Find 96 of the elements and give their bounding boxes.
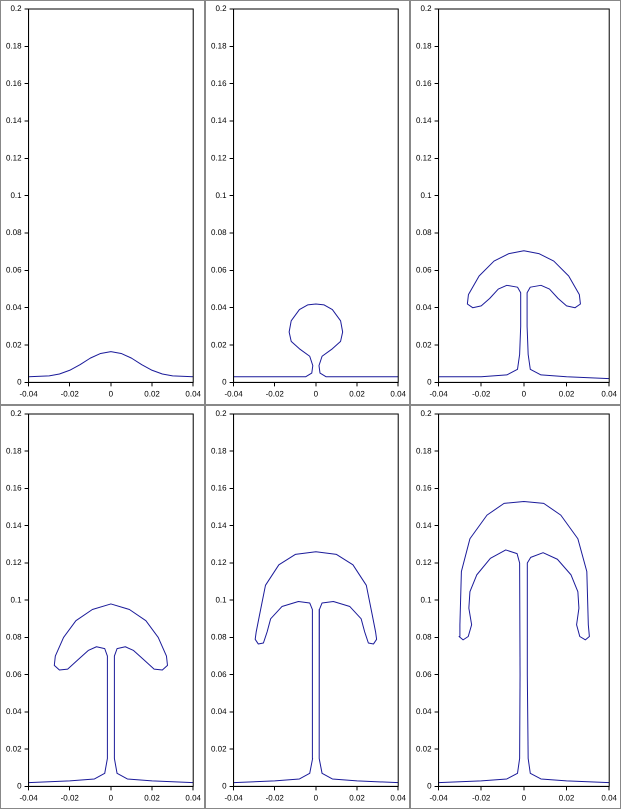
x-tick-label: -0.02 (472, 793, 491, 802)
y-tick-label: 0.12 (210, 558, 228, 568)
x-tick-label: 0.04 (185, 389, 202, 398)
y-tick-label: 0.04 (6, 707, 22, 716)
y-tick-label: 0.14 (6, 520, 22, 530)
y-tick-label: 0.1 (420, 190, 432, 200)
y-tick-label: 0.02 (210, 744, 228, 754)
x-tick-label: 0.02 (558, 793, 575, 802)
y-tick-label: 0.14 (210, 520, 228, 530)
y-tick-label: 0.2 (10, 4, 22, 14)
x-tick-label: -0.02 (266, 389, 284, 398)
y-tick-label: 0.16 (210, 484, 228, 493)
y-tick-label: 0.18 (6, 446, 22, 456)
y-tick-label: 0.18 (210, 42, 228, 51)
y-tick-label: 0.04 (6, 302, 22, 312)
y-tick-label: 0.1 (215, 190, 228, 200)
y-tick-label: 0.16 (210, 78, 228, 88)
x-tick-label: -0.04 (429, 793, 448, 802)
y-tick-label: 0.1 (10, 190, 22, 200)
y-tick-label: 0.06 (416, 670, 432, 679)
y-tick-label: 0.06 (6, 266, 22, 275)
x-tick-label: 0.02 (349, 389, 366, 398)
x-tick-label: -0.02 (60, 793, 80, 802)
y-tick-label: 0.18 (210, 446, 228, 456)
y-tick-label: 0 (427, 782, 432, 791)
y-tick-label: 0.04 (210, 707, 228, 716)
y-tick-label: 0.08 (210, 228, 228, 238)
y-tick-label: 0.02 (416, 340, 432, 350)
x-tick-label: 0.04 (601, 793, 618, 802)
y-tick-label: 0.1 (10, 595, 22, 604)
y-tick-label: 0.04 (416, 707, 432, 716)
y-tick-label: 0.16 (6, 484, 22, 493)
x-tick-label: 0.02 (558, 389, 575, 398)
x-tick-label: 0 (108, 793, 114, 802)
y-tick-label: 0.2 (420, 4, 432, 14)
y-tick-label: 0.1 (420, 595, 432, 604)
y-tick-label: 0.18 (6, 42, 22, 51)
x-tick-label: -0.04 (19, 389, 38, 398)
y-tick-label: 0.08 (416, 228, 432, 238)
y-tick-label: 0.06 (416, 266, 432, 275)
y-tick-label: 0.16 (6, 78, 22, 88)
y-tick-label: 0.02 (6, 340, 22, 350)
x-tick-label: 0 (314, 793, 319, 802)
y-tick-label: 0.08 (210, 632, 228, 642)
y-tick-label: 0 (17, 378, 22, 387)
y-tick-label: 0.2 (215, 4, 228, 14)
y-tick-label: 0.1 (215, 595, 228, 604)
x-tick-label: -0.04 (224, 793, 244, 802)
x-tick-label: -0.04 (429, 389, 448, 398)
y-tick-label: 0.14 (416, 520, 432, 530)
x-tick-label: 0.04 (390, 389, 407, 398)
y-tick-label: 0 (17, 782, 22, 791)
y-tick-label: 0.12 (6, 558, 22, 568)
y-tick-label: 0.02 (210, 340, 228, 350)
y-tick-label: 0.06 (6, 670, 22, 679)
y-tick-label: 0.06 (210, 670, 228, 679)
y-tick-label: 0.18 (416, 42, 432, 51)
x-tick-label: -0.02 (266, 793, 284, 802)
x-tick-label: -0.02 (472, 389, 491, 398)
y-tick-label: 0 (222, 782, 228, 791)
x-tick-label: 0 (314, 389, 319, 398)
y-tick-label: 0.08 (6, 228, 22, 238)
y-tick-label: 0.04 (416, 302, 432, 312)
y-tick-label: 0.12 (416, 558, 432, 568)
y-tick-label: 0.16 (416, 484, 432, 493)
x-tick-label: 0 (522, 793, 527, 802)
x-tick-label: 0.04 (601, 389, 618, 398)
x-tick-label: 0.04 (390, 793, 407, 802)
x-tick-label: -0.04 (224, 389, 244, 398)
y-tick-label: 0.14 (416, 116, 432, 126)
y-tick-label: 0.02 (416, 744, 432, 754)
y-tick-label: 0.2 (215, 409, 228, 418)
y-tick-label: 0 (427, 378, 432, 387)
x-tick-label: 0.04 (185, 793, 202, 802)
y-tick-label: 0.18 (416, 446, 432, 456)
x-tick-label: -0.04 (19, 793, 38, 802)
y-tick-label: 0.2 (10, 409, 22, 418)
y-tick-label: 0.2 (420, 409, 432, 418)
y-tick-label: 0.06 (210, 266, 228, 275)
y-tick-label: 0 (222, 378, 228, 387)
x-tick-label: 0 (522, 389, 527, 398)
x-tick-label: 0.02 (349, 793, 366, 802)
y-tick-label: 0.02 (6, 744, 22, 754)
y-tick-label: 0.16 (416, 78, 432, 88)
y-tick-label: 0.12 (6, 154, 22, 163)
x-tick-label: 0.02 (144, 389, 160, 398)
y-tick-label: 0.12 (416, 154, 432, 163)
x-tick-label: -0.02 (60, 389, 80, 398)
x-tick-label: 0 (108, 389, 114, 398)
x-tick-label: 0.02 (144, 793, 160, 802)
y-tick-label: 0.08 (6, 632, 22, 642)
y-tick-label: 0.04 (210, 302, 228, 312)
y-tick-label: 0.14 (6, 116, 22, 126)
y-tick-label: 0.14 (210, 116, 228, 126)
y-tick-label: 0.12 (210, 154, 228, 163)
y-tick-label: 0.08 (416, 632, 432, 642)
